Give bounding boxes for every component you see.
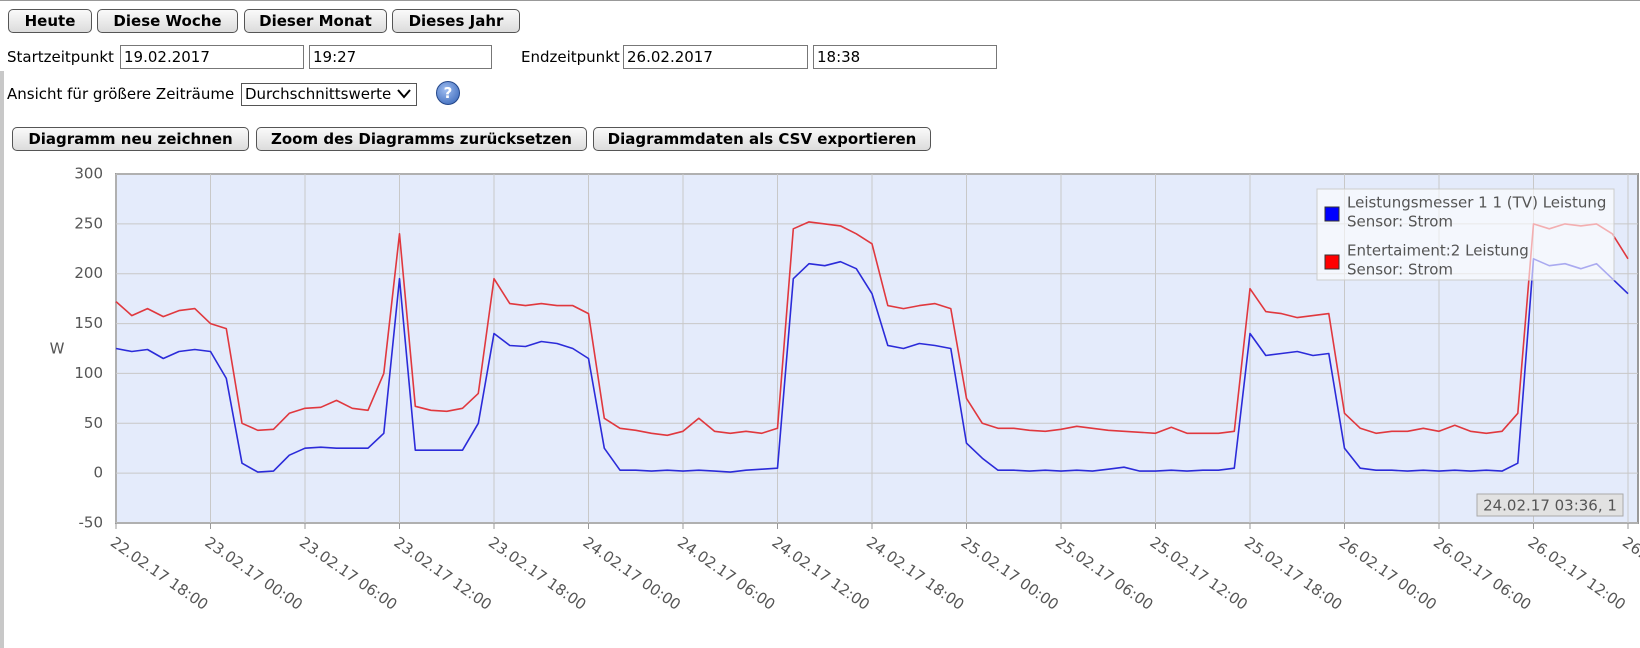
y-tick-label: 200: [74, 264, 103, 282]
x-tick-label: 26.02.17 06:00: [1430, 533, 1534, 614]
y-tick-label: 50: [84, 414, 103, 432]
button[interactable]: Diagramm neu zeichnen: [12, 127, 249, 151]
x-tick-label: 25.02.17 18:00: [1241, 533, 1345, 614]
series-line: [115, 258, 1629, 473]
y-tick-label: -50: [79, 514, 104, 532]
legend-box: [1316, 188, 1615, 281]
legend-sublabel: Sensor: Strom: [1347, 213, 1453, 231]
x-tick-label: 22.02.17 18:00: [107, 533, 211, 614]
series-line: [115, 221, 1629, 437]
time-input[interactable]: 19:27: [309, 45, 492, 69]
legend-label: Leistungsmesser 1 1 (TV) Leistung: [1347, 194, 1606, 212]
time-input[interactable]: 18:38: [813, 45, 997, 69]
date-input[interactable]: 26.02.2017: [623, 45, 808, 69]
x-tick-label: 23.02.17 12:00: [391, 533, 495, 614]
button[interactable]: Heute: [8, 9, 92, 33]
x-tick-label: 23.02.17 00:00: [202, 533, 306, 614]
legend-swatch: [1324, 254, 1340, 270]
select-arrow: [397, 89, 411, 99]
button[interactable]: Diagrammdaten als CSV exportieren: [593, 127, 931, 151]
x-tick-label: 24.02.17 12:00: [769, 533, 873, 614]
x-tick-label: 24.02.17 00:00: [580, 533, 684, 614]
button[interactable]: Dieses Jahr: [392, 9, 520, 33]
label: Ansicht für größere Zeiträume: [7, 85, 235, 103]
x-tick-label: 25.02.17 00:00: [958, 533, 1062, 614]
y-tick-label: 100: [74, 364, 103, 382]
y-tick-label: 150: [74, 314, 103, 332]
x-tick-label: 25.02.17 06:00: [1052, 533, 1156, 614]
x-tick-label: 25.02.17 12:00: [1147, 533, 1251, 614]
x-tick-label: 23.02.17 18:00: [485, 533, 589, 614]
select[interactable]: Durchschnittswerte: [241, 83, 417, 106]
button[interactable]: Dieser Monat: [244, 9, 387, 33]
label: Startzeitpunkt: [7, 48, 114, 66]
x-tick-label: 23.02.17 06:00: [296, 533, 400, 614]
y-tick-label: 250: [74, 214, 103, 232]
x-tick-label: 24.02.17 18:00: [863, 533, 967, 614]
button[interactable]: Diese Woche: [97, 9, 238, 33]
y-tick-label: 300: [74, 165, 103, 183]
legend-sublabel: Sensor: Strom: [1347, 261, 1453, 279]
help-icon[interactable]: ?: [436, 81, 460, 105]
x-tick-label: 26.02.17 00:00: [1336, 533, 1440, 614]
x-tick-label: 26.02.17 12:00: [1525, 533, 1629, 614]
tooltip: 24.02.17 03:36, 1: [1483, 497, 1617, 515]
select-value: Durchschnittswerte: [245, 85, 392, 103]
y-axis-label: W: [50, 340, 65, 358]
label: Endzeitpunkt: [521, 48, 620, 66]
button[interactable]: Zoom des Diagramms zurücksetzen: [256, 127, 587, 151]
legend-item[interactable]: Leistungsmesser 1 1 (TV) LeistungSensor:…: [1324, 194, 1606, 231]
y-tick-label: 0: [93, 464, 103, 482]
x-tick-label: 24.02.17 06:00: [674, 533, 778, 614]
legend-label: Entertaiment:2 Leistung: [1347, 242, 1529, 260]
legend-swatch: [1324, 206, 1340, 222]
tooltip-box: [1476, 493, 1624, 517]
date-input[interactable]: 19.02.2017: [120, 45, 304, 69]
